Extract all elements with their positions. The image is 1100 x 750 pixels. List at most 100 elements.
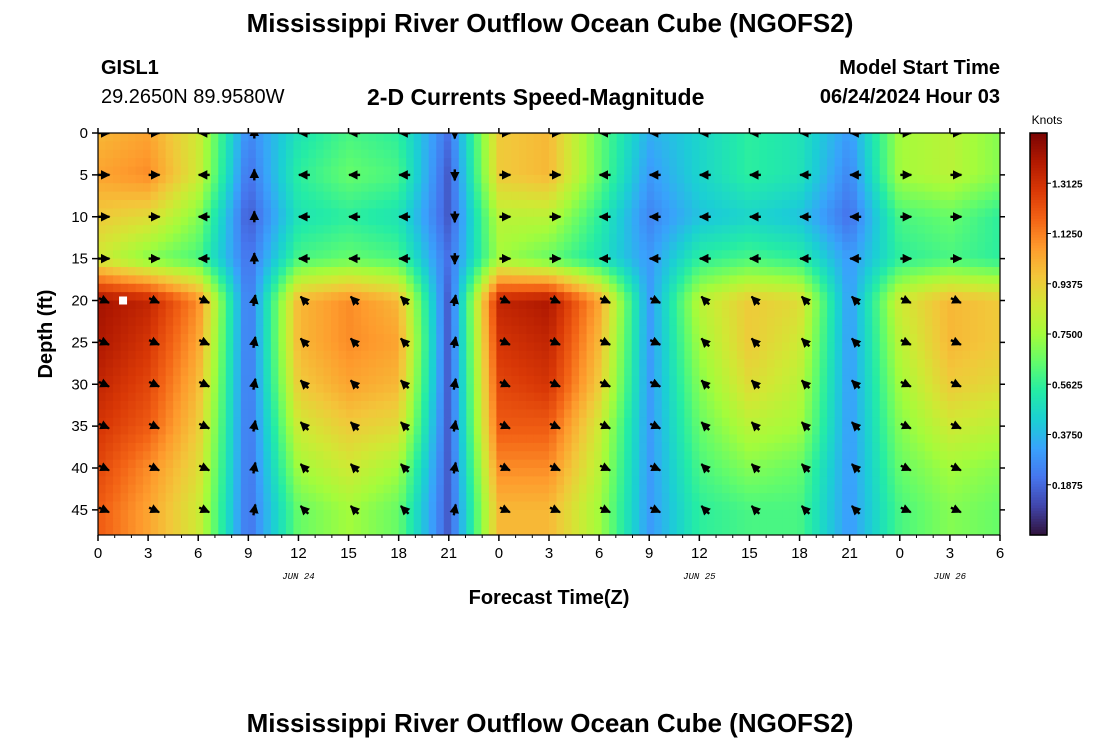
heat-cell: [188, 468, 197, 477]
heat-cell: [526, 401, 535, 410]
heat-cell: [669, 468, 678, 477]
heat-cell: [766, 183, 776, 193]
heat-cell: [233, 417, 242, 427]
heat-cell: [579, 241, 588, 251]
heat-cell: [864, 200, 873, 209]
heat-cell: [774, 258, 783, 268]
heat-cell: [481, 174, 490, 184]
heat-cell: [729, 468, 738, 477]
heat-cell: [195, 342, 204, 352]
heat-cell: [751, 216, 761, 226]
heat-cell: [736, 434, 746, 444]
heat-cell: [210, 308, 219, 318]
heat-cell: [992, 241, 1000, 251]
heat-cell: [691, 468, 700, 477]
heat-cell: [240, 468, 249, 477]
heat-cell: [774, 183, 783, 193]
heat-cell: [639, 141, 648, 151]
heat-cell: [331, 141, 340, 151]
heat-cell: [834, 141, 843, 151]
heat-cell: [308, 283, 317, 293]
heat-cell: [609, 367, 618, 377]
heat-cell: [706, 409, 715, 419]
heat-cell: [924, 292, 933, 302]
heat-cell: [473, 283, 482, 293]
heat-cell: [819, 200, 828, 209]
heat-cell: [812, 208, 821, 218]
heat-cell: [458, 258, 467, 268]
heat-cell: [947, 225, 956, 235]
heat-cell: [924, 208, 933, 218]
heat-cell: [631, 342, 640, 352]
heat-cell: [541, 174, 550, 184]
heat-cell: [225, 241, 234, 251]
heat-cell: [503, 350, 513, 360]
heat-cell: [639, 225, 648, 235]
heat-cell: [594, 308, 603, 318]
heat-cell: [939, 317, 948, 327]
heat-cell: [338, 267, 347, 276]
heat-cell: [932, 183, 941, 193]
heat-cell: [766, 350, 776, 360]
heat-cell: [331, 468, 340, 477]
heat-cell: [135, 459, 144, 469]
heat-cell: [661, 308, 670, 318]
heat-cell: [804, 258, 813, 268]
heat-cell: [165, 392, 174, 402]
heat-cell: [669, 241, 678, 251]
heat-cell: [819, 426, 828, 436]
heat-cell: [797, 392, 806, 402]
heat-cell: [571, 434, 580, 444]
heat-cell: [616, 476, 625, 486]
heat-cell: [977, 258, 986, 268]
heat-cell: [315, 241, 325, 251]
heat-cell: [789, 283, 798, 293]
heat-cell: [669, 442, 678, 452]
heat-cell: [180, 133, 189, 142]
heat-cell: [676, 342, 685, 352]
heat-cell: [827, 191, 836, 201]
heat-cell: [759, 417, 768, 427]
heat-cell: [300, 317, 310, 327]
heat-cell: [481, 300, 490, 310]
heat-cell: [872, 166, 881, 176]
heat-cell: [315, 325, 325, 335]
heat-cell: [556, 417, 565, 427]
heat-cell: [541, 334, 550, 343]
heat-cell: [503, 233, 513, 243]
heat-cell: [518, 149, 528, 159]
heat-cell: [233, 334, 242, 343]
heat-cell: [917, 241, 926, 251]
heat-cell: [496, 401, 505, 410]
heat-cell: [782, 158, 791, 168]
heat-cell: [135, 183, 144, 193]
heat-cell: [473, 133, 482, 142]
heat-cell: [736, 233, 746, 243]
heat-cell: [210, 392, 219, 402]
heat-cell: [782, 392, 791, 402]
heat-cell: [120, 300, 129, 310]
heat-cell: [924, 417, 933, 427]
heat-cell: [586, 442, 595, 452]
heat-cell: [451, 350, 460, 360]
heat-cell: [631, 225, 640, 235]
heat-cell: [669, 300, 678, 310]
heat-cell: [143, 267, 152, 276]
heat-cell: [98, 149, 107, 159]
heat-cell: [909, 459, 918, 469]
heat-cell: [338, 308, 347, 318]
heat-cell: [338, 325, 347, 335]
heat-cell: [451, 442, 460, 452]
heat-cell: [173, 208, 182, 218]
heat-cell: [887, 359, 896, 369]
heat-cell: [188, 275, 197, 285]
heat-cell: [924, 216, 933, 226]
heat-cell: [113, 451, 122, 461]
heat-cell: [203, 367, 212, 377]
heat-cell: [932, 426, 941, 436]
heat-cell: [361, 367, 370, 377]
heat-cell: [556, 451, 565, 461]
heat-cell: [842, 225, 851, 235]
heat-cell: [421, 392, 430, 402]
heat-cell: [458, 401, 467, 410]
